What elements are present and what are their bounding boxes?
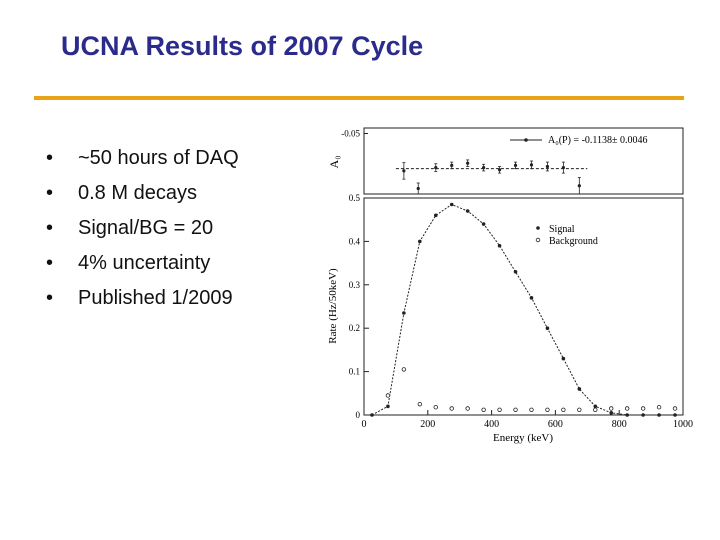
- signal-legend-label: Signal: [549, 224, 575, 235]
- signal-point: [545, 326, 550, 330]
- asymmetry-panel: A₀ A₀(P) = -0.1138± 0.0046 -0.050.10.15: [327, 127, 684, 195]
- asymmetry-point: [402, 169, 406, 173]
- asymmetry-point: [416, 186, 420, 191]
- asymmetry-point: [466, 161, 470, 165]
- asymmetry-point: [577, 184, 581, 188]
- signal-point: [593, 404, 598, 409]
- background-point: [561, 407, 566, 412]
- asymmetry-point: [513, 163, 518, 167]
- bullet-item: • 4% uncertainty: [46, 246, 239, 281]
- background-point: [481, 407, 486, 412]
- signal-point: [418, 239, 422, 244]
- background-point: [385, 393, 391, 398]
- asymmetry-y-tick-label: -0.05: [341, 129, 360, 139]
- signal-point: [465, 209, 470, 213]
- asymmetry-ylabel: A₀: [327, 156, 341, 169]
- spectrum-panel: Rate (Hz/50keV) Energy (keV) Signal Back…: [327, 193, 693, 444]
- spectrum-x-tick-label: 400: [484, 419, 499, 430]
- signal-point: [402, 311, 406, 315]
- spectrum-x-tick-label: 0: [362, 419, 367, 430]
- background-point: [593, 407, 598, 412]
- asymmetry-legend-label: A₀(P) = -0.1138± 0.0046: [548, 135, 648, 146]
- background-point: [401, 367, 407, 372]
- signal-point: [449, 202, 454, 207]
- bullet-item: • 0.8 M decays: [46, 176, 239, 211]
- spectrum-frame: [363, 197, 684, 416]
- signal-point: [481, 222, 486, 226]
- bullet-text: Published 1/2009: [78, 287, 233, 309]
- spectrum-y-tick-label: 0: [356, 410, 361, 420]
- asymmetry-point: [434, 166, 438, 170]
- title-divider: [34, 96, 684, 100]
- bullet-text: Signal/BG = 20: [78, 217, 214, 239]
- signal-point: [529, 296, 534, 300]
- bullet-dot: •: [46, 182, 54, 204]
- signal-point: [673, 413, 677, 417]
- spectrum-y-tick-label: 0.1: [349, 367, 360, 377]
- background-point: [609, 406, 614, 411]
- signal-point: [609, 411, 614, 415]
- signal-fit-curve: [371, 203, 675, 416]
- asymmetry-legend-marker: [524, 138, 528, 142]
- bullet-item: • ~50 hours of DAQ: [46, 141, 239, 176]
- spectrum-y-tick-label: 0.4: [349, 236, 361, 246]
- signal-point: [577, 387, 582, 391]
- background-point: [545, 407, 550, 412]
- asymmetry-point: [529, 163, 534, 167]
- physics-figure: A₀ A₀(P) = -0.1138± 0.0046 -0.050.10.15 …: [327, 127, 693, 444]
- background-legend-label: Background: [549, 236, 598, 247]
- bullet-item: • Signal/BG = 20: [46, 211, 239, 246]
- signal-legend-marker: [536, 226, 540, 230]
- signal-point: [513, 269, 518, 274]
- bullet-dot: •: [46, 252, 54, 274]
- background-point: [433, 404, 438, 410]
- bullet-text: 0.8 M decays: [78, 182, 197, 204]
- bullet-dot: •: [46, 217, 54, 239]
- signal-point: [370, 413, 374, 417]
- asymmetry-point: [482, 166, 486, 170]
- spectrum-xlabel: Energy (keV): [493, 432, 553, 444]
- spectrum-y-tick-label: 0.3: [349, 280, 361, 290]
- signal-point: [657, 413, 661, 417]
- bullet-text: 4% uncertainty: [78, 252, 211, 274]
- background-point: [624, 406, 630, 411]
- bullet-dot: •: [46, 287, 54, 309]
- bullet-item: • Published 1/2009: [46, 281, 239, 316]
- signal-point: [561, 356, 566, 361]
- spectrum-ylabel: Rate (Hz/50keV): [327, 268, 339, 344]
- asymmetry-point: [450, 163, 454, 167]
- spectrum-y-tick-label: 0.5: [349, 193, 361, 203]
- background-point: [417, 401, 423, 407]
- bullet-text: ~50 hours of DAQ: [78, 147, 239, 169]
- background-legend-marker: [535, 237, 541, 243]
- background-point: [656, 404, 662, 410]
- background-point: [577, 407, 582, 412]
- spectrum-x-tick-label: 1000: [673, 419, 693, 430]
- asymmetry-point: [545, 164, 550, 169]
- background-point: [529, 407, 534, 412]
- background-point: [497, 407, 502, 412]
- bullet-list: • ~50 hours of DAQ • 0.8 M decays • Signal/…: [46, 141, 239, 316]
- spectrum-x-tick-label: 200: [420, 419, 435, 430]
- background-point: [640, 406, 646, 411]
- signal-point: [641, 413, 645, 417]
- asymmetry-frame: [363, 127, 684, 195]
- spectrum-x-tick-label: 600: [548, 419, 563, 430]
- signal-point: [497, 243, 502, 248]
- bullet-dot: •: [46, 147, 54, 169]
- signal-point: [625, 413, 629, 417]
- background-point: [672, 406, 678, 411]
- spectrum-x-tick-label: 800: [612, 419, 627, 430]
- signal-point: [386, 404, 390, 409]
- slide-title: UCNA Results of 2007 Cycle: [61, 31, 424, 61]
- background-point: [465, 406, 470, 411]
- spectrum-y-tick-label: 0.2: [349, 323, 360, 333]
- background-point: [449, 406, 454, 411]
- background-point: [513, 407, 518, 412]
- asymmetry-point: [497, 168, 502, 172]
- signal-point: [433, 213, 438, 218]
- asymmetry-point: [561, 166, 565, 170]
